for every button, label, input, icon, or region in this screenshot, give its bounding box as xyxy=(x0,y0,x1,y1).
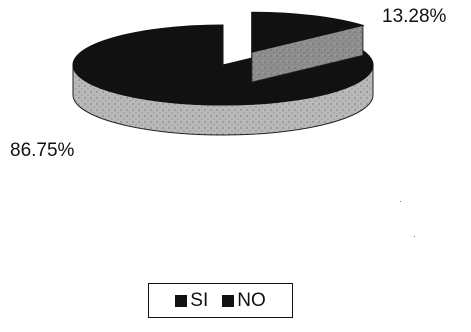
scan-speck xyxy=(400,201,401,202)
data-label-si: 13.28% xyxy=(382,6,447,27)
legend-item-si: SI xyxy=(175,290,208,312)
pie-slice-no xyxy=(72,24,374,136)
legend: SI NO xyxy=(148,283,293,318)
legend-swatch-no xyxy=(222,294,235,307)
legend-label-si: SI xyxy=(190,289,209,311)
scan-speck xyxy=(414,236,415,237)
pie-top-si xyxy=(251,11,365,53)
data-label-no: 86.75% xyxy=(10,140,75,161)
pie-top-no xyxy=(72,24,374,106)
legend-label-no: NO xyxy=(237,289,266,311)
legend-swatch-si xyxy=(175,294,188,307)
legend-item-no: NO xyxy=(222,290,266,312)
pie-slice-si xyxy=(251,11,365,83)
